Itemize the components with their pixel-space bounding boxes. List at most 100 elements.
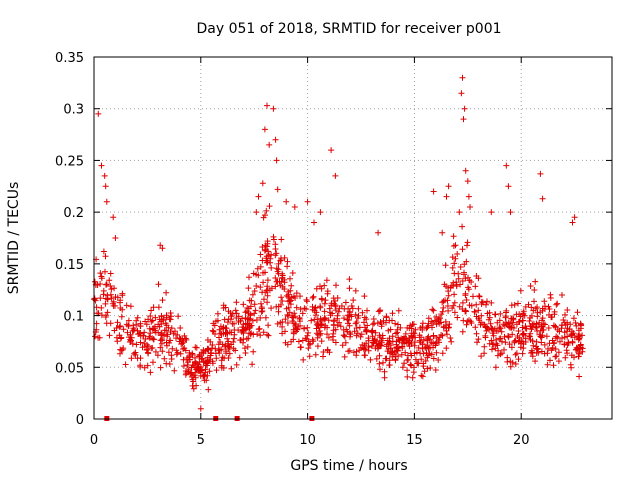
- data-point: [576, 331, 583, 338]
- data-point: [472, 283, 479, 290]
- data-point: [223, 329, 229, 336]
- data-point: [321, 300, 328, 307]
- data-point: [423, 349, 430, 356]
- data-point: [361, 293, 368, 300]
- data-point: [259, 308, 266, 314]
- data-point: [546, 306, 553, 312]
- data-point: [475, 336, 482, 343]
- data-point: [352, 311, 359, 318]
- data-point: [519, 324, 526, 331]
- data-point: [257, 314, 264, 321]
- data-point: [575, 353, 582, 360]
- data-point: [325, 334, 332, 341]
- data-point: [305, 345, 312, 352]
- data-point: [466, 277, 473, 284]
- data-point: [106, 332, 113, 339]
- data-point: [365, 344, 372, 351]
- data-point: [430, 340, 436, 347]
- data-point: [453, 283, 460, 290]
- data-point: [212, 345, 219, 352]
- data-point: [222, 324, 229, 331]
- data-point: [497, 351, 504, 358]
- data-point: [501, 346, 507, 353]
- data-point: [447, 335, 454, 341]
- data-point: [214, 317, 221, 324]
- data-point: [377, 366, 383, 373]
- data-point: [180, 363, 187, 369]
- data-point: [278, 257, 285, 263]
- data-point: [425, 333, 432, 340]
- data-point: [326, 305, 333, 312]
- data-point: [460, 116, 467, 123]
- data-point: [488, 299, 495, 306]
- data-point: [465, 193, 472, 200]
- data-point: [539, 323, 546, 330]
- data-point: [226, 350, 233, 357]
- data-point: [254, 265, 261, 272]
- data-point: [123, 302, 130, 309]
- data-point: [305, 338, 312, 345]
- data-point: [316, 328, 323, 334]
- data-point: [413, 349, 420, 356]
- data-point: [150, 336, 157, 343]
- data-point: [509, 331, 516, 338]
- data-point: [440, 304, 447, 311]
- data-point: [198, 356, 205, 363]
- x-tick-label: 15: [406, 433, 423, 448]
- data-point: [427, 365, 434, 371]
- data-point: [264, 259, 271, 266]
- data-point: [306, 341, 313, 348]
- data-point: [282, 339, 289, 346]
- data-point: [181, 345, 188, 352]
- data-point: [303, 296, 310, 303]
- data-point: [290, 330, 297, 337]
- data-point: [449, 254, 456, 261]
- data-point: [255, 326, 262, 333]
- data-point: [168, 352, 175, 359]
- data-point: [119, 290, 126, 297]
- data-point: [330, 330, 337, 337]
- data-point: [445, 292, 452, 299]
- data-point: [304, 198, 311, 205]
- data-point: [443, 345, 450, 352]
- data-point: [449, 305, 456, 312]
- data-point: [416, 332, 423, 339]
- data-point: [281, 254, 288, 261]
- data-point: [381, 374, 388, 381]
- data-point: [125, 323, 132, 329]
- data-point: [274, 320, 281, 327]
- data-point: [163, 322, 170, 329]
- data-point: [321, 316, 328, 323]
- data-point: [248, 330, 255, 337]
- data-point: [117, 323, 124, 329]
- data-point: [475, 307, 482, 314]
- data-point: [272, 136, 279, 143]
- data-point: [558, 322, 565, 329]
- data-point: [274, 278, 281, 285]
- data-point: [186, 354, 193, 361]
- data-point: [196, 353, 202, 360]
- data-point: [457, 264, 464, 270]
- data-point: [107, 320, 114, 327]
- data-point: [167, 329, 174, 335]
- data-point: [290, 320, 297, 327]
- data-point: [450, 233, 457, 240]
- data-point: [197, 405, 204, 412]
- data-point: [251, 310, 258, 317]
- data-point: [567, 321, 574, 328]
- data-point: [432, 367, 439, 373]
- data-point: [163, 360, 170, 367]
- data-point: [389, 310, 396, 317]
- data-point: [108, 286, 115, 293]
- data-point: [110, 214, 117, 221]
- data-point: [231, 320, 237, 327]
- data-point: [512, 361, 519, 367]
- data-point: [252, 307, 259, 314]
- data-point: [545, 345, 551, 352]
- data-point: [104, 309, 111, 316]
- data-point: [557, 338, 563, 345]
- data-point: [465, 286, 472, 293]
- data-point: [253, 283, 260, 289]
- data-point: [245, 335, 252, 342]
- data-point: [546, 311, 552, 318]
